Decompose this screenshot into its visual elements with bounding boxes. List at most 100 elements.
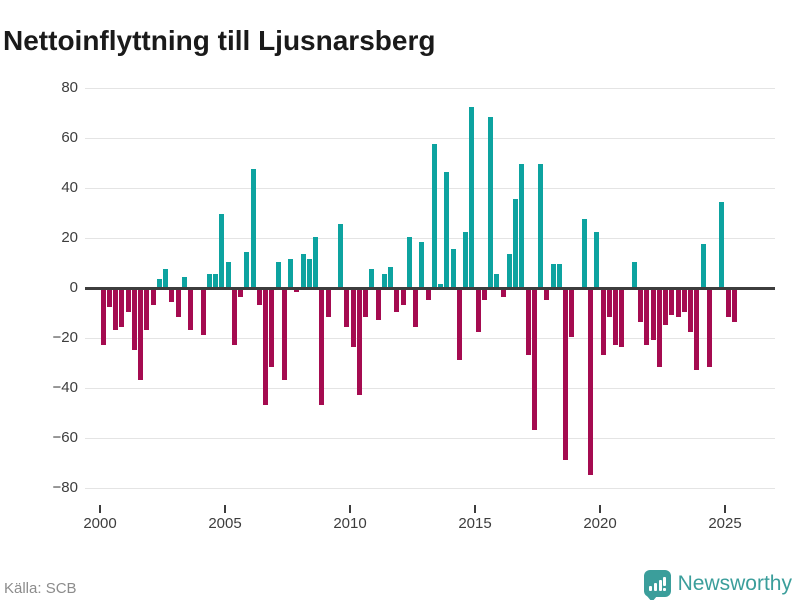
gridline xyxy=(85,187,775,189)
bar-2000Q2 xyxy=(106,289,112,307)
bar-2005Q2 xyxy=(231,289,237,345)
y-axis-tick-label: −60 xyxy=(52,429,78,446)
bar-2017Q1 xyxy=(525,289,531,355)
bar-2020Q4 xyxy=(619,289,625,347)
bar-2002Q2 xyxy=(156,279,162,287)
x-axis-tick xyxy=(99,505,101,513)
bar-2018Q2 xyxy=(556,264,562,287)
bar-2012Q4 xyxy=(419,241,425,287)
x-axis-tick-label: 2020 xyxy=(583,515,617,532)
x-axis-tick xyxy=(224,505,226,513)
bar-2013Q3 xyxy=(438,284,444,287)
bar-2018Q1 xyxy=(550,264,556,287)
bar-2015Q1 xyxy=(475,289,481,332)
bar-2005Q4 xyxy=(244,251,250,287)
bar-2006Q3 xyxy=(263,289,269,405)
bar-2019Q4 xyxy=(594,231,600,287)
bar-2016Q3 xyxy=(513,199,519,287)
bar-2023Q4 xyxy=(694,289,700,370)
x-axis-tick xyxy=(599,505,601,513)
gridline xyxy=(85,137,775,139)
bar-2009Q1 xyxy=(325,289,331,317)
bar-2002Q4 xyxy=(169,289,175,302)
bar-2018Q3 xyxy=(563,289,569,460)
bar-2013Q4 xyxy=(444,171,450,287)
bar-2007Q4 xyxy=(294,289,300,292)
bar-2016Q4 xyxy=(519,164,525,287)
gridline xyxy=(85,387,775,389)
source-caption: Källa: SCB xyxy=(4,580,77,597)
bar-2011Q1 xyxy=(375,289,381,320)
bar-2016Q2 xyxy=(506,254,512,287)
x-axis-tick-label: 2010 xyxy=(333,515,367,532)
y-axis-tick-label: 20 xyxy=(61,229,78,246)
bar-2010Q2 xyxy=(356,289,362,395)
bar-2006Q2 xyxy=(256,289,262,305)
gridline xyxy=(85,487,775,489)
bar-2022Q2 xyxy=(656,289,662,367)
bar-2020Q3 xyxy=(613,289,619,345)
bar-2022Q3 xyxy=(663,289,669,325)
bar-2003Q3 xyxy=(188,289,194,330)
bar-2015Q4 xyxy=(494,274,500,287)
bar-2006Q4 xyxy=(269,289,275,367)
bar-2001Q2 xyxy=(131,289,137,350)
bar-2023Q2 xyxy=(681,289,687,312)
bar-2007Q1 xyxy=(275,261,281,287)
newsworthy-brand: Newsworthy xyxy=(643,570,792,600)
logo-bar-chart-icon xyxy=(648,580,662,591)
bar-2022Q4 xyxy=(669,289,675,315)
bar-2018Q4 xyxy=(569,289,575,337)
x-axis-tick xyxy=(724,505,726,513)
bar-2009Q3 xyxy=(338,224,344,287)
bar-2005Q3 xyxy=(238,289,244,297)
logo-exclamation-icon xyxy=(662,577,666,591)
bar-2010Q3 xyxy=(363,289,369,317)
bar-2008Q3 xyxy=(313,236,319,287)
bar-2024Q2 xyxy=(706,289,712,367)
bar-2015Q2 xyxy=(481,289,487,300)
y-axis-tick-label: −80 xyxy=(52,479,78,496)
bar-2017Q2 xyxy=(531,289,537,430)
bar-2025Q1 xyxy=(725,289,731,317)
bar-2008Q4 xyxy=(319,289,325,405)
brand-wordmark: Newsworthy xyxy=(677,571,792,595)
newsworthy-logo-icon xyxy=(643,570,671,600)
bar-2004Q1 xyxy=(200,289,206,335)
bar-2010Q4 xyxy=(369,269,375,287)
bar-2000Q3 xyxy=(113,289,119,330)
bar-2002Q1 xyxy=(150,289,156,305)
bar-2014Q1 xyxy=(450,249,456,287)
bar-2007Q3 xyxy=(288,259,294,287)
bar-2011Q2 xyxy=(381,274,387,287)
bar-2017Q4 xyxy=(544,289,550,300)
bar-2023Q1 xyxy=(675,289,681,317)
bar-2001Q3 xyxy=(138,289,144,380)
bar-2022Q1 xyxy=(650,289,656,340)
bar-2013Q2 xyxy=(431,144,437,287)
bar-2020Q1 xyxy=(600,289,606,355)
bar-2024Q4 xyxy=(719,201,725,287)
bar-2014Q4 xyxy=(469,106,475,287)
bar-2009Q4 xyxy=(344,289,350,327)
bar-2007Q2 xyxy=(281,289,287,380)
bar-2014Q2 xyxy=(456,289,462,360)
bar-2002Q3 xyxy=(163,269,169,287)
bar-2008Q2 xyxy=(306,259,312,287)
x-axis-tick-label: 2000 xyxy=(83,515,117,532)
bar-2008Q1 xyxy=(300,254,306,287)
y-axis-tick-label: 0 xyxy=(69,279,78,296)
zero-baseline xyxy=(85,286,775,290)
bar-2001Q1 xyxy=(125,289,131,312)
page-title: Nettoinflyttning till Ljusnarsberg xyxy=(3,24,436,56)
bar-2011Q4 xyxy=(394,289,400,312)
logo-tail xyxy=(646,596,657,600)
bar-2021Q4 xyxy=(644,289,650,345)
bar-2001Q4 xyxy=(144,289,150,330)
bar-2003Q2 xyxy=(181,276,187,287)
bar-2021Q3 xyxy=(638,289,644,322)
y-axis-tick-label: 80 xyxy=(61,79,78,96)
gridline xyxy=(85,237,775,239)
gridline xyxy=(85,437,775,439)
x-axis-tick-label: 2005 xyxy=(208,515,242,532)
